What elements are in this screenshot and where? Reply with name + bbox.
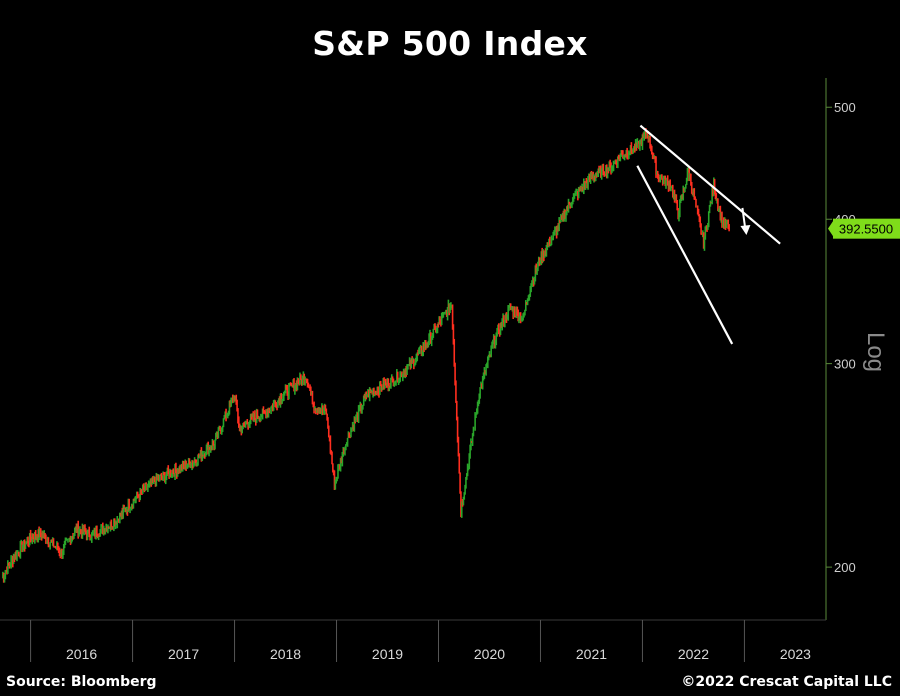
price-series [2,128,730,583]
last-value-pointer [828,219,834,238]
trendline [639,124,781,245]
down-arrow-head [740,224,751,235]
copyright-note: ©2022 Crescat Capital LLC [681,674,892,690]
y-tick-label: 300 [834,357,856,372]
x-tick-label: 2020 [474,646,505,662]
y-axis: 200300400500 [825,78,856,620]
x-axis: 2016 2017 2018 2019 2020 2021 2022 2023 [0,619,826,662]
x-tick-label: 2022 [678,646,709,662]
last-value-badge: 392.5500 [828,218,900,239]
trendline [636,165,734,345]
y-tick-label: 200 [834,560,856,575]
x-tick-label: 2017 [168,646,199,662]
source-note: Source: Bloomberg [6,674,157,690]
chart-title: S&P 500 Index [312,24,588,63]
x-tick-label: 2018 [270,646,301,662]
trendlines [636,124,781,345]
x-tick-label: 2019 [372,646,403,662]
x-tick-label: 2023 [780,646,811,662]
x-tick-label: 2016 [66,646,97,662]
y-tick-label: 500 [834,100,856,115]
log-scale-label: Log [862,332,889,372]
last-value-text: 392.5500 [839,222,893,237]
last-value-box [833,218,900,239]
x-tick-label: 2021 [576,646,607,662]
